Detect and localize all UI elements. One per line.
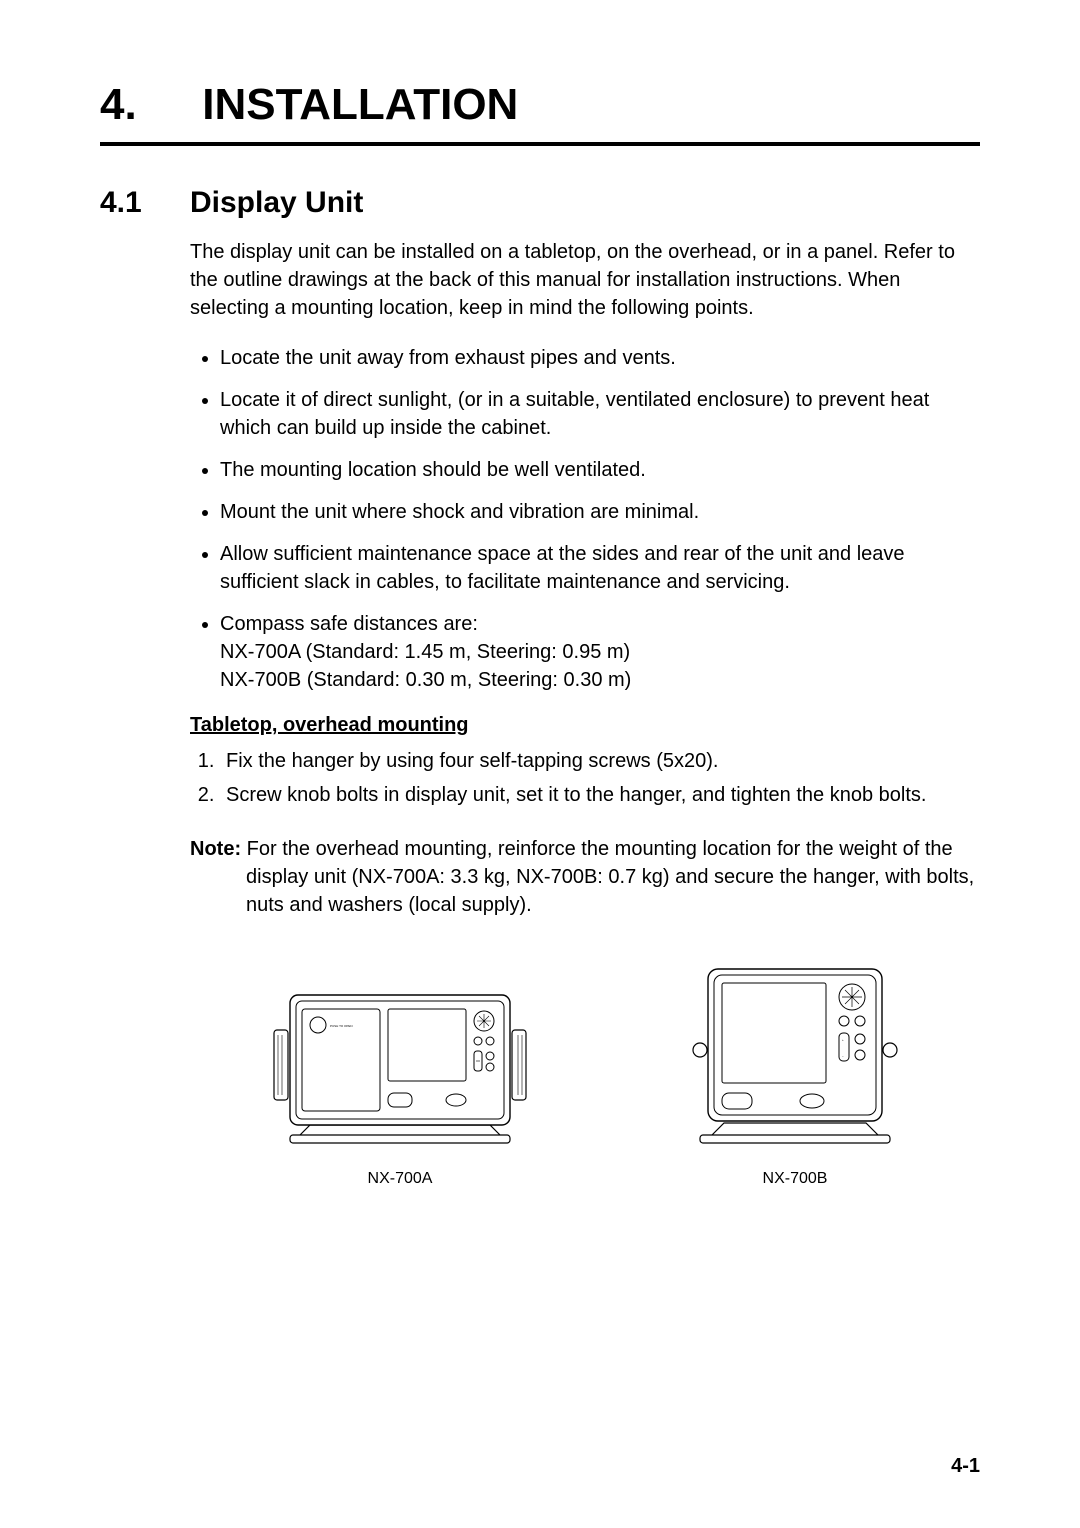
- list-item-line: NX-700A (Standard: 1.45 m, Steering: 0.9…: [220, 638, 980, 666]
- list-item: Locate it of direct sunlight, (or in a s…: [220, 386, 980, 442]
- push-to-open-label: PUSH TO OPEN: [330, 1024, 353, 1028]
- figure-nx700b: + − NX-700B: [680, 955, 910, 1188]
- svg-text:+: +: [842, 1038, 844, 1042]
- section-number: 4.1: [100, 186, 190, 220]
- list-item-line: Compass safe distances are:: [220, 610, 980, 638]
- list-item: Locate the unit away from exhaust pipes …: [220, 344, 980, 372]
- device-nx700a-svg: PUSH TO OPEN: [260, 975, 540, 1155]
- section-heading: 4.1 Display Unit: [100, 186, 980, 220]
- step-item: Screw knob bolts in display unit, set it…: [220, 781, 980, 809]
- title-rule: [100, 142, 980, 146]
- subheading: Tabletop, overhead mounting: [190, 714, 980, 737]
- bullet-list: Locate the unit away from exhaust pipes …: [190, 344, 980, 694]
- page-number: 4-1: [951, 1455, 980, 1478]
- page: 4. INSTALLATION 4.1 Display Unit The dis…: [0, 0, 1080, 1528]
- intro-paragraph: The display unit can be installed on a t…: [190, 238, 980, 322]
- figure-caption: NX-700B: [680, 1170, 910, 1188]
- step-item: Fix the hanger by using four self-tappin…: [220, 747, 980, 775]
- figure-caption: NX-700A: [260, 1170, 540, 1188]
- section-body: The display unit can be installed on a t…: [190, 238, 980, 1188]
- list-item: The mounting location should be well ven…: [220, 456, 980, 484]
- section-title: Display Unit: [190, 186, 363, 220]
- ordered-steps: Fix the hanger by using four self-tappin…: [190, 747, 980, 809]
- note-label: Note:: [190, 838, 241, 860]
- svg-text:−: −: [842, 1054, 844, 1058]
- list-item: Mount the unit where shock and vibration…: [220, 498, 980, 526]
- chapter-title-text: INSTALLATION: [202, 80, 518, 129]
- chapter-number: 4.: [100, 80, 190, 130]
- figure-nx700a: PUSH TO OPEN: [260, 975, 540, 1188]
- list-item-line: NX-700B (Standard: 0.30 m, Steering: 0.3…: [220, 666, 980, 694]
- note: Note: For the overhead mounting, reinfor…: [190, 835, 980, 919]
- device-nx700b-svg: + −: [680, 955, 910, 1155]
- figures-row: PUSH TO OPEN: [190, 955, 980, 1188]
- list-item: Compass safe distances are: NX-700A (Sta…: [220, 610, 980, 694]
- chapter-heading: 4. INSTALLATION: [100, 80, 980, 130]
- note-text: For the overhead mounting, reinforce the…: [241, 838, 974, 916]
- list-item: Allow sufficient maintenance space at th…: [220, 540, 980, 596]
